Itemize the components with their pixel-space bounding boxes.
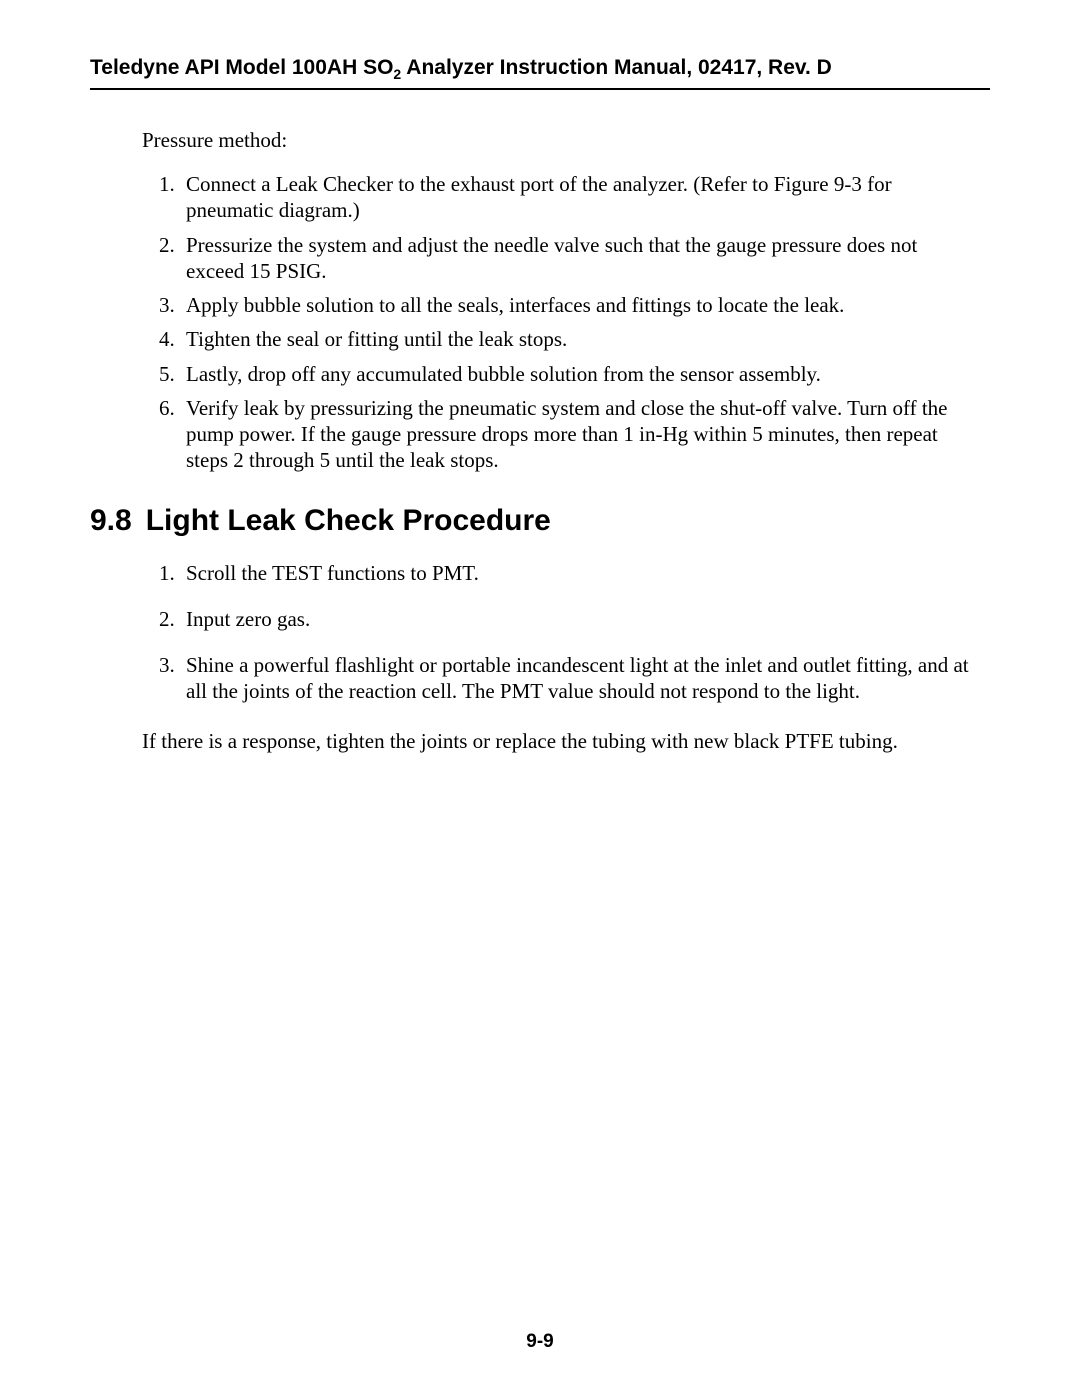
- list-item: Pressurize the system and adjust the nee…: [180, 232, 980, 285]
- section-title: Light Leak Check Procedure: [146, 504, 551, 537]
- list-item: Shine a powerful flashlight or portable …: [180, 652, 980, 705]
- list-item: Verify leak by pressurizing the pneumati…: [180, 395, 980, 474]
- list-item: Input zero gas.: [180, 606, 980, 632]
- header-prefix: Teledyne API Model 100AH SO: [90, 56, 393, 79]
- list-item: Scroll the TEST functions to PMT.: [180, 560, 980, 586]
- list-item: Lastly, drop off any accumulated bubble …: [180, 361, 980, 387]
- pressure-method-intro: Pressure method:: [142, 128, 980, 153]
- running-header: Teledyne API Model 100AH SO2 Analyzer In…: [90, 56, 990, 90]
- pressure-method-list: Connect a Leak Checker to the exhaust po…: [142, 171, 980, 474]
- page-number: 9-9: [0, 1331, 1080, 1353]
- section-heading: 9.8 Light Leak Check Procedure: [90, 504, 980, 538]
- page: Teledyne API Model 100AH SO2 Analyzer In…: [0, 0, 1080, 1397]
- header-suffix: Analyzer Instruction Manual, 02417, Rev.…: [401, 56, 832, 79]
- list-item: Tighten the seal or fitting until the le…: [180, 326, 980, 352]
- list-item: Connect a Leak Checker to the exhaust po…: [180, 171, 980, 224]
- section-number: 9.8: [90, 504, 132, 538]
- list-item: Apply bubble solution to all the seals, …: [180, 292, 980, 318]
- light-leak-list: Scroll the TEST functions to PMT. Input …: [142, 560, 980, 705]
- body-column: Pressure method: Connect a Leak Checker …: [142, 128, 980, 754]
- closing-paragraph: If there is a response, tighten the join…: [142, 729, 980, 754]
